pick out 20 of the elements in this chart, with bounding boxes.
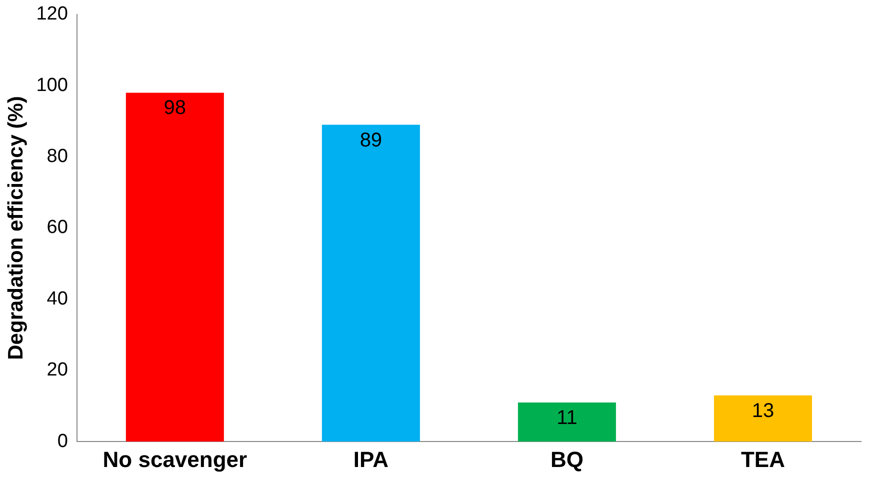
bar — [518, 402, 616, 442]
x-tick-label: IPA — [353, 446, 389, 472]
bar — [714, 395, 812, 442]
y-tick-label: 40 — [46, 288, 68, 310]
y-tick-label: 20 — [46, 360, 68, 381]
y-tick-label: 0 — [57, 430, 68, 452]
y-tick-label: 120 — [36, 4, 68, 25]
bar — [322, 124, 420, 442]
data-label: 89 — [360, 129, 382, 152]
y-axis-title: Degradation efficiency (%) — [4, 96, 28, 360]
x-tick-label: No scavenger — [102, 446, 248, 472]
x-tick-label: BQ — [550, 446, 584, 472]
x-tick-label: TEA — [740, 446, 786, 472]
y-tick-label: 60 — [46, 217, 68, 238]
data-label: 98 — [164, 97, 186, 120]
data-label: 13 — [752, 400, 774, 422]
data-label: 11 — [556, 406, 578, 429]
y-tick-label: 80 — [46, 146, 68, 168]
y-tick-label: 100 — [36, 74, 68, 96]
bar — [126, 92, 224, 442]
